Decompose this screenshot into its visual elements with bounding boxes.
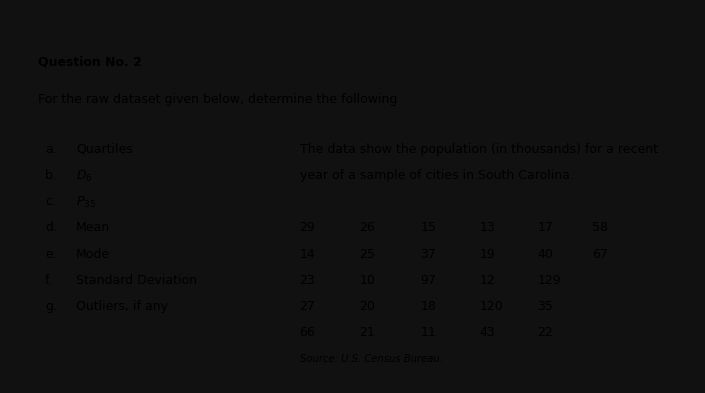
Text: 67: 67 [592,248,608,261]
Text: Mode: Mode [76,248,110,261]
Text: d.: d. [45,221,57,234]
Text: 18: 18 [420,300,436,313]
Text: 20: 20 [360,300,376,313]
Text: 29: 29 [300,221,315,234]
Text: 66: 66 [300,327,315,340]
Text: e.: e. [45,248,57,261]
Text: 15: 15 [420,221,436,234]
Text: The data show the population (in thousands) for a recent: The data show the population (in thousan… [300,143,658,156]
Text: 22: 22 [537,327,553,340]
Text: 120: 120 [479,300,503,313]
Text: 17: 17 [537,221,553,234]
Text: 23: 23 [300,274,315,287]
Text: 25: 25 [360,248,376,261]
Text: f.: f. [45,274,53,287]
Text: Standard Deviation: Standard Deviation [76,274,197,287]
Text: 129: 129 [537,274,561,287]
Text: 14: 14 [300,248,315,261]
Text: Question No. 2: Question No. 2 [38,56,142,69]
Text: 13: 13 [479,221,495,234]
Text: b.: b. [45,169,57,182]
Text: 19: 19 [479,248,495,261]
Text: $P_{35}$: $P_{35}$ [76,195,96,210]
Text: 26: 26 [360,221,375,234]
Text: Outliers, if any: Outliers, if any [76,300,168,313]
Text: 27: 27 [300,300,316,313]
Text: $D_6$: $D_6$ [76,169,93,184]
Text: 35: 35 [537,300,553,313]
Text: g.: g. [45,300,57,313]
Text: Mean: Mean [76,221,110,234]
Text: 97: 97 [420,274,436,287]
Text: 10: 10 [360,274,376,287]
Text: 40: 40 [537,248,553,261]
Text: 11: 11 [420,327,436,340]
Text: Quartiles: Quartiles [76,143,133,156]
Text: a.: a. [45,143,57,156]
Text: 12: 12 [479,274,495,287]
Text: For the raw dataset given below, determine the following: For the raw dataset given below, determi… [38,93,398,106]
Text: year of a sample of cities in South Carolina.: year of a sample of cities in South Caro… [300,169,573,182]
Text: 43: 43 [479,327,495,340]
Text: 58: 58 [592,221,608,234]
Text: 37: 37 [420,248,436,261]
Text: c.: c. [45,195,56,208]
Text: Source: U.S. Census Bureau.: Source: U.S. Census Bureau. [300,354,443,364]
Text: 21: 21 [360,327,375,340]
